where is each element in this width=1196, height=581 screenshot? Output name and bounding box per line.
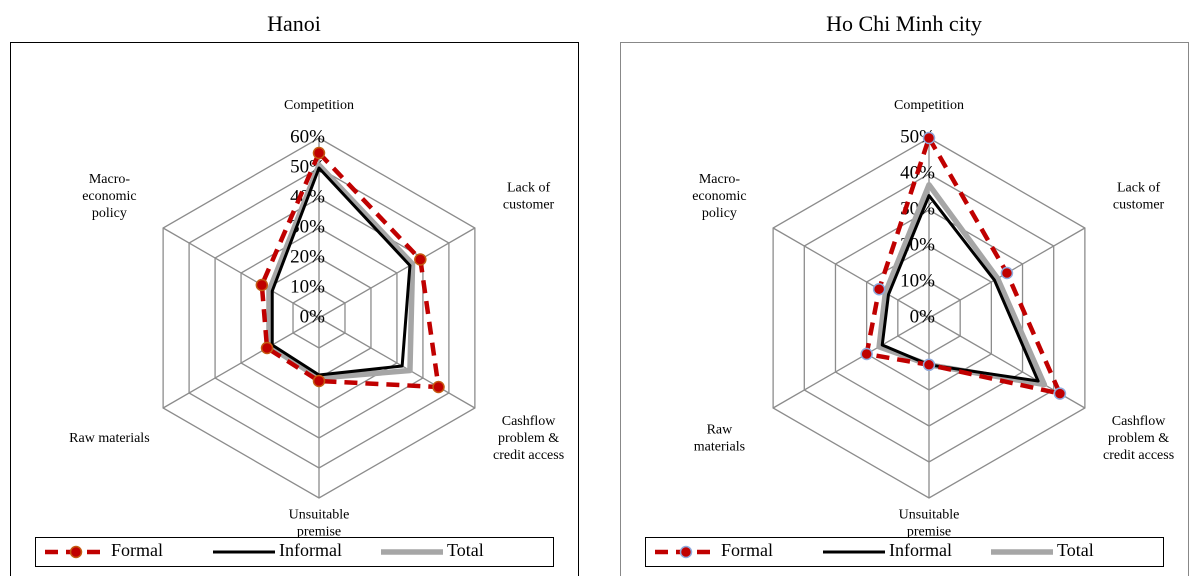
axis-label: Lack of customer xyxy=(503,181,555,213)
legend-label: Informal xyxy=(279,540,342,560)
legend-box xyxy=(35,537,554,567)
axis-spoke xyxy=(318,227,476,319)
y-tick-label: 20% xyxy=(290,246,325,267)
axis-label-line: Competition xyxy=(284,98,354,113)
legend-box xyxy=(645,537,1164,567)
axis-label: Competition xyxy=(284,98,354,113)
axis-label-line: economic xyxy=(82,189,136,204)
axis-label-line: Lack of xyxy=(1117,181,1160,196)
legend-marker xyxy=(69,545,83,559)
axis-label: Competition xyxy=(894,98,964,113)
axis-label-line: customer xyxy=(1113,198,1165,213)
y-tick-label: 60% xyxy=(290,126,325,147)
axis-spoke xyxy=(772,317,930,409)
y-tick-label: 0% xyxy=(300,306,326,327)
series-marker xyxy=(922,131,936,145)
axis-label-line: Competition xyxy=(894,98,964,113)
axis-label-line: policy xyxy=(92,206,127,221)
axis-label-line: customer xyxy=(503,198,555,213)
chart-title: Hanoi xyxy=(267,11,321,36)
chart-frame xyxy=(620,42,1189,581)
y-tick-label: 10% xyxy=(290,276,325,297)
axis-label-line: Unsuitable xyxy=(899,508,960,523)
radar-chart: Hanoi Competition Lack of customer Cashflow p… xyxy=(10,11,579,581)
axis-label-line: Macro- xyxy=(89,172,131,187)
legend-label: Total xyxy=(447,540,484,560)
series-marker xyxy=(860,347,873,361)
axis-label-line: Unsuitable xyxy=(289,508,350,523)
series-marker xyxy=(255,278,269,292)
series-marker xyxy=(1053,387,1067,400)
axis-label-line: premise xyxy=(297,525,341,540)
axis-label-line: problem & xyxy=(498,431,559,446)
series-marker xyxy=(312,146,326,160)
axis-label-line: credit access xyxy=(493,448,564,463)
chart-frame xyxy=(10,42,579,581)
axis-label: Raw materials xyxy=(69,431,149,446)
series-marker xyxy=(312,374,326,388)
legend-label: Formal xyxy=(111,540,163,560)
legend-label: Informal xyxy=(889,540,952,560)
axis-label-line: credit access xyxy=(1103,448,1174,463)
axis-spoke xyxy=(162,227,320,319)
axis-label: Unsuitable premise xyxy=(899,508,960,540)
axis-label-line: problem & xyxy=(1108,431,1169,446)
axis-label-line: Lack of xyxy=(507,181,550,196)
series-marker xyxy=(922,358,936,372)
axis-label: Cashflow problem & credit access xyxy=(493,414,564,463)
axis-label-line: Cashflow xyxy=(1112,414,1167,429)
axis-label-line: premise xyxy=(907,525,951,540)
y-tick-label: 10% xyxy=(900,270,935,291)
series-marker xyxy=(260,341,274,355)
series-marker xyxy=(872,282,886,296)
series-marker xyxy=(1000,266,1014,280)
axis-label-line: economic xyxy=(692,189,746,204)
axis-label: Lack of customer xyxy=(1113,181,1165,213)
axis-label: Cashflow problem & credit access xyxy=(1103,414,1174,463)
legend-marker xyxy=(679,545,693,559)
legend-label: Total xyxy=(1057,540,1094,560)
axis-label-line: Raw materials xyxy=(69,431,149,446)
series-marker xyxy=(414,253,427,266)
axis-label: Macro-economic policy xyxy=(692,172,746,221)
axis-label: Unsuitable premise xyxy=(289,508,350,540)
axis-spoke xyxy=(318,317,476,409)
axis-label: Macro-economic policy xyxy=(82,172,136,221)
axis-label: Raw materials xyxy=(694,423,745,455)
series-marker xyxy=(432,380,445,394)
axis-label-line: Macro- xyxy=(699,172,741,187)
axis-spoke xyxy=(162,317,320,409)
y-tick-label: 0% xyxy=(910,306,936,327)
axis-label-line: Cashflow xyxy=(502,414,557,429)
axis-label-line: materials xyxy=(694,440,745,455)
legend-label: Formal xyxy=(721,540,773,560)
axis-spoke xyxy=(772,227,930,319)
chart-title: Ho Chi Minh city xyxy=(826,11,982,36)
radar-chart: Ho Chi Minh city Competition Lack of custom… xyxy=(620,11,1189,581)
axis-label-line: policy xyxy=(702,206,737,221)
axis-label-line: Raw xyxy=(707,423,734,438)
